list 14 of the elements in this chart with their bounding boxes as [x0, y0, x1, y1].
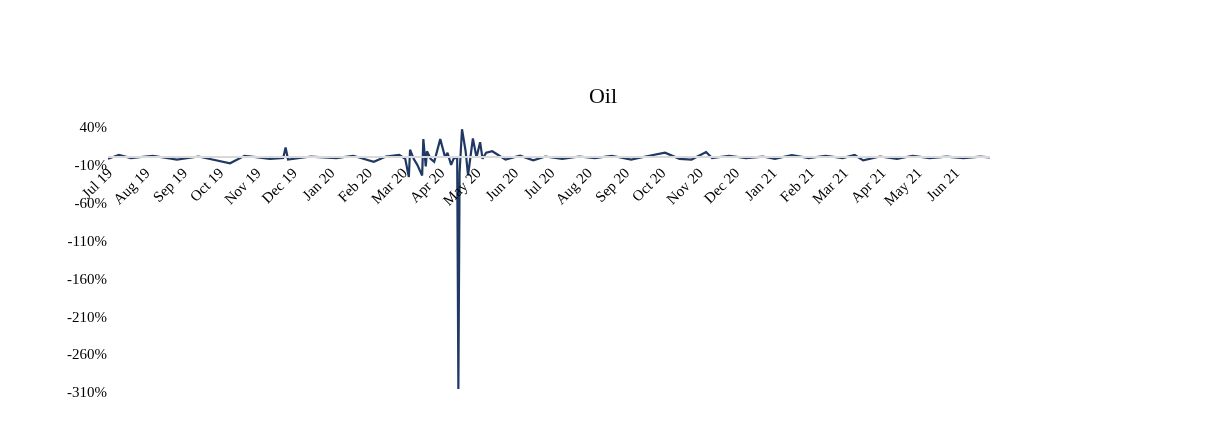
- y-tick-label: -160%: [67, 270, 107, 287]
- x-tick-label: Sep 19: [149, 164, 191, 206]
- x-tick-label: Jan 21: [741, 164, 780, 204]
- x-tick-label: Jun 20: [482, 164, 522, 204]
- y-tick-label: -210%: [67, 308, 107, 325]
- x-tick-label: Jul 20: [520, 164, 558, 202]
- x-tick-label: Jan 20: [299, 164, 338, 204]
- x-tick-label: Jun 21: [923, 164, 963, 204]
- x-tick-label: Sep 20: [592, 164, 633, 206]
- y-tick-label: -110%: [67, 232, 107, 249]
- y-tick-label: 40%: [79, 119, 107, 136]
- y-tick-label: -260%: [67, 346, 107, 363]
- chart-title: Oil: [588, 82, 618, 108]
- y-tick-label: -310%: [67, 384, 107, 401]
